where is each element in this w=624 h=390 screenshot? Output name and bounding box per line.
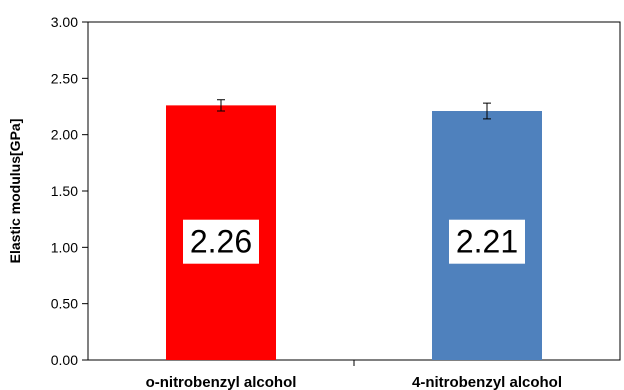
x-category-label: o-nitrobenzyl alcohol <box>146 374 297 390</box>
y-tick-label: 1.00 <box>51 239 78 255</box>
x-category-label: 4-nitrobenzyl alcohol <box>412 374 562 390</box>
y-tick-label: 2.00 <box>51 127 78 143</box>
error-bar <box>217 99 225 112</box>
y-axis-title: Elastic modulus[GPa] <box>7 119 23 264</box>
value-label: 2.26 <box>190 224 252 260</box>
x-axis: o-nitrobenzyl alcohol 4-nitrobenzyl alcoh… <box>146 360 562 390</box>
value-label: 2.21 <box>456 224 518 260</box>
y-tick-label: 0.50 <box>51 296 78 312</box>
value-label-box: 2.26 <box>183 219 259 264</box>
y-tick-label: 3.00 <box>51 14 78 30</box>
error-bar <box>483 102 491 120</box>
value-label-box: 2.21 <box>449 219 525 264</box>
y-tick-label: 0.00 <box>51 352 78 368</box>
y-tick-label: 2.50 <box>51 70 78 86</box>
value-labels: 2.26 2.21 <box>183 219 525 264</box>
error-bars <box>217 99 491 120</box>
y-tick-label: 1.50 <box>51 183 78 199</box>
y-axis: 0.00 0.50 1.00 1.50 2.00 2.50 3.00 <box>51 14 88 368</box>
